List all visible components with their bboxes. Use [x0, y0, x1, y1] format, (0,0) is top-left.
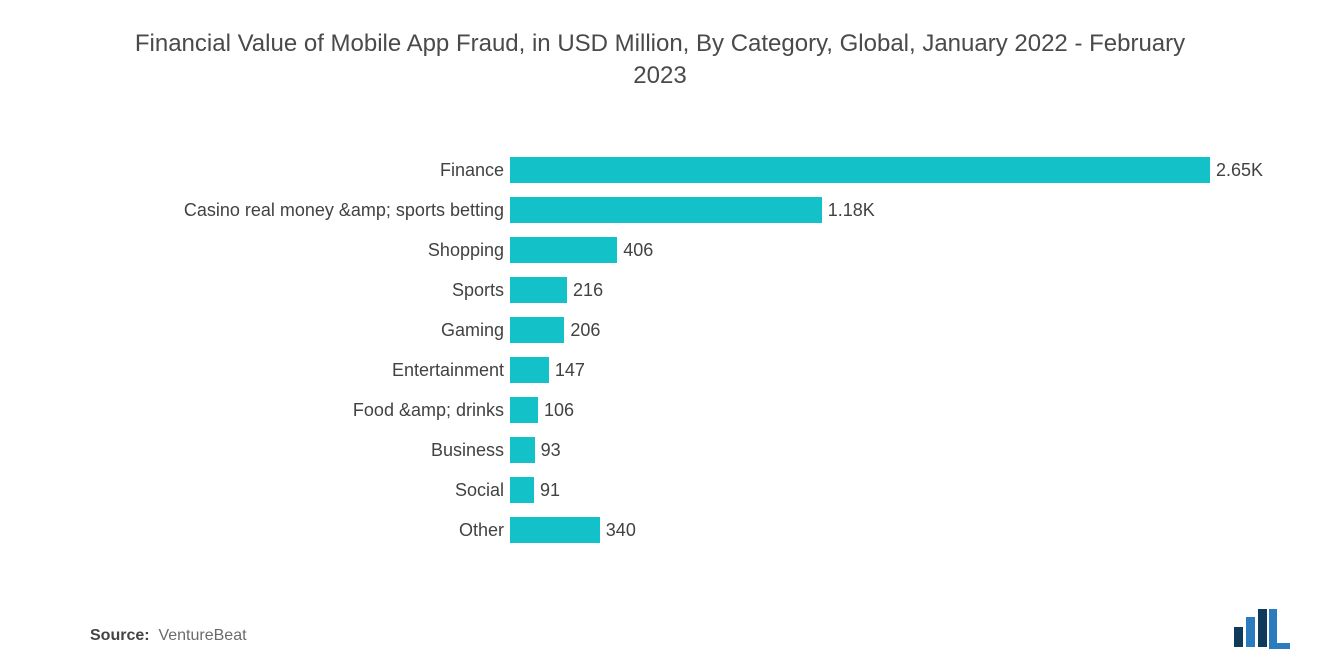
bar-row: Other 340	[90, 510, 1230, 550]
bar	[510, 437, 535, 463]
bar-track: 2.65K	[510, 157, 1263, 183]
bar-track: 216	[510, 277, 603, 303]
bar-row: Shopping 406	[90, 230, 1230, 270]
bar	[510, 157, 1210, 183]
brand-logo	[1232, 607, 1292, 649]
category-label: Casino real money &amp; sports betting	[184, 200, 510, 221]
bar-row: Finance2.65K	[90, 150, 1230, 190]
chart-title: Financial Value of Mobile App Fraud, in …	[0, 0, 1320, 93]
category-label: Shopping	[428, 240, 510, 261]
category-label: Business	[431, 440, 510, 461]
source-prefix: Source:	[90, 627, 150, 644]
category-label: Food &amp; drinks	[353, 400, 510, 421]
chart-container: Financial Value of Mobile App Fraud, in …	[0, 0, 1320, 665]
source-name: VentureBeat	[158, 627, 246, 644]
bar	[510, 197, 822, 223]
bar	[510, 397, 538, 423]
bar-track: 406	[510, 237, 653, 263]
value-label: 93	[541, 440, 561, 461]
value-label: 1.18K	[828, 200, 875, 221]
bar-track: 106	[510, 397, 574, 423]
bar-track: 93	[510, 437, 561, 463]
bar-track: 1.18K	[510, 197, 875, 223]
bar	[510, 317, 564, 343]
bar-row: Social 91	[90, 470, 1230, 510]
category-label: Sports	[452, 280, 510, 301]
category-label: Gaming	[441, 320, 510, 341]
value-label: 206	[570, 320, 600, 341]
category-label: Entertainment	[392, 360, 510, 381]
value-label: 91	[540, 480, 560, 501]
bar	[510, 357, 549, 383]
bar-row: Gaming 206	[90, 310, 1230, 350]
bar-row: Sports 216	[90, 270, 1230, 310]
category-label: Social	[455, 480, 510, 501]
plot-area: Finance2.65KCasino real money &amp; spor…	[90, 150, 1230, 570]
value-label: 340	[606, 520, 636, 541]
category-label: Other	[459, 520, 510, 541]
bar-row: Entertainment 147	[90, 350, 1230, 390]
value-label: 147	[555, 360, 585, 381]
bar-track: 206	[510, 317, 600, 343]
value-label: 406	[623, 240, 653, 261]
bar-row: Business 93	[90, 430, 1230, 470]
value-label: 2.65K	[1216, 160, 1263, 181]
bar-row: Casino real money &amp; sports betting 1.…	[90, 190, 1230, 230]
category-label: Finance	[440, 160, 510, 181]
value-label: 106	[544, 400, 574, 421]
bar	[510, 477, 534, 503]
bar-track: 147	[510, 357, 585, 383]
bar-row: Food &amp; drinks 106	[90, 390, 1230, 430]
bar	[510, 237, 617, 263]
bar	[510, 517, 600, 543]
source-attribution: Source: VentureBeat	[90, 627, 247, 645]
value-label: 216	[573, 280, 603, 301]
bar-track: 340	[510, 517, 636, 543]
bar	[510, 277, 567, 303]
bar-track: 91	[510, 477, 560, 503]
